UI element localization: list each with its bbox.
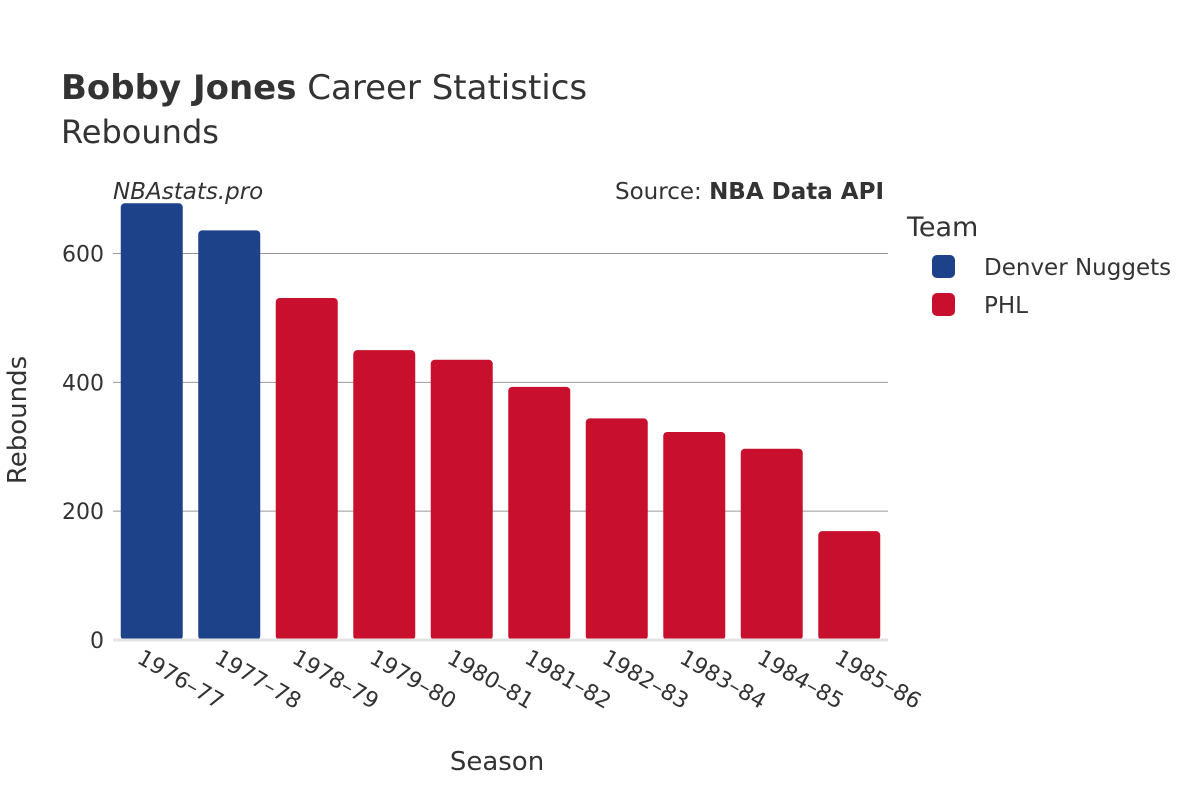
x-tick-label: 1982–83 xyxy=(598,646,693,715)
y-tick-label: 0 xyxy=(90,629,104,654)
y-axis-ticks: 0 200 400 600 xyxy=(62,243,104,654)
x-tick-label: 1981–82 xyxy=(520,646,615,715)
bar-1978–79 xyxy=(275,297,338,640)
chart-title-block: Bobby Jones Career Statistics Rebounds xyxy=(61,66,587,154)
legend-swatch xyxy=(932,255,955,278)
x-axis-title: Season xyxy=(450,747,544,777)
legend-title: Team xyxy=(906,212,978,243)
bar-1983–84 xyxy=(663,431,726,640)
bar-1981–82 xyxy=(508,386,571,640)
bars xyxy=(120,203,881,640)
legend-label: PHL xyxy=(984,293,1028,319)
source-prefix: Source: xyxy=(615,179,709,205)
y-tick-label: 200 xyxy=(62,500,104,525)
source-label: Source: NBA Data API xyxy=(615,179,884,205)
title-suffix: Career Statistics xyxy=(307,68,588,108)
legend-label: Denver Nuggets xyxy=(984,255,1171,281)
bar-1977–78 xyxy=(198,230,261,640)
y-tick-label: 400 xyxy=(62,371,104,396)
bar-1980–81 xyxy=(430,359,493,640)
x-tick-label: 1976–77 xyxy=(133,646,228,715)
bar-1982–83 xyxy=(585,418,648,640)
x-tick-label: 1983–84 xyxy=(675,646,770,715)
legend-swatch xyxy=(932,293,955,316)
chart-title: Bobby Jones Career Statistics xyxy=(61,66,587,110)
x-tick-label: 1980–81 xyxy=(443,646,538,715)
player-name: Bobby Jones xyxy=(61,68,297,108)
bar-1984–85 xyxy=(740,448,803,640)
y-axis-title: Rebounds xyxy=(3,356,33,484)
source-name: NBA Data API xyxy=(709,179,884,205)
y-tick-label: 600 xyxy=(62,243,104,268)
legend: Team Denver Nuggets PHL xyxy=(906,212,1171,319)
chart-subtitle: Rebounds xyxy=(61,113,219,151)
x-tick-label: 1979–80 xyxy=(365,646,460,715)
bar-1976–77 xyxy=(120,203,183,640)
x-tick-label: 1977–78 xyxy=(210,646,305,715)
x-axis-ticks: 1976–771977–781978–791979–801980–811981–… xyxy=(133,646,925,715)
x-tick-label: 1984–85 xyxy=(753,646,848,715)
bar-1985–86 xyxy=(818,531,881,640)
watermark: NBAstats.pro xyxy=(113,179,263,205)
x-tick-label: 1985–86 xyxy=(830,646,925,715)
bar-1979–80 xyxy=(353,350,416,640)
x-tick-label: 1978–79 xyxy=(288,646,383,715)
